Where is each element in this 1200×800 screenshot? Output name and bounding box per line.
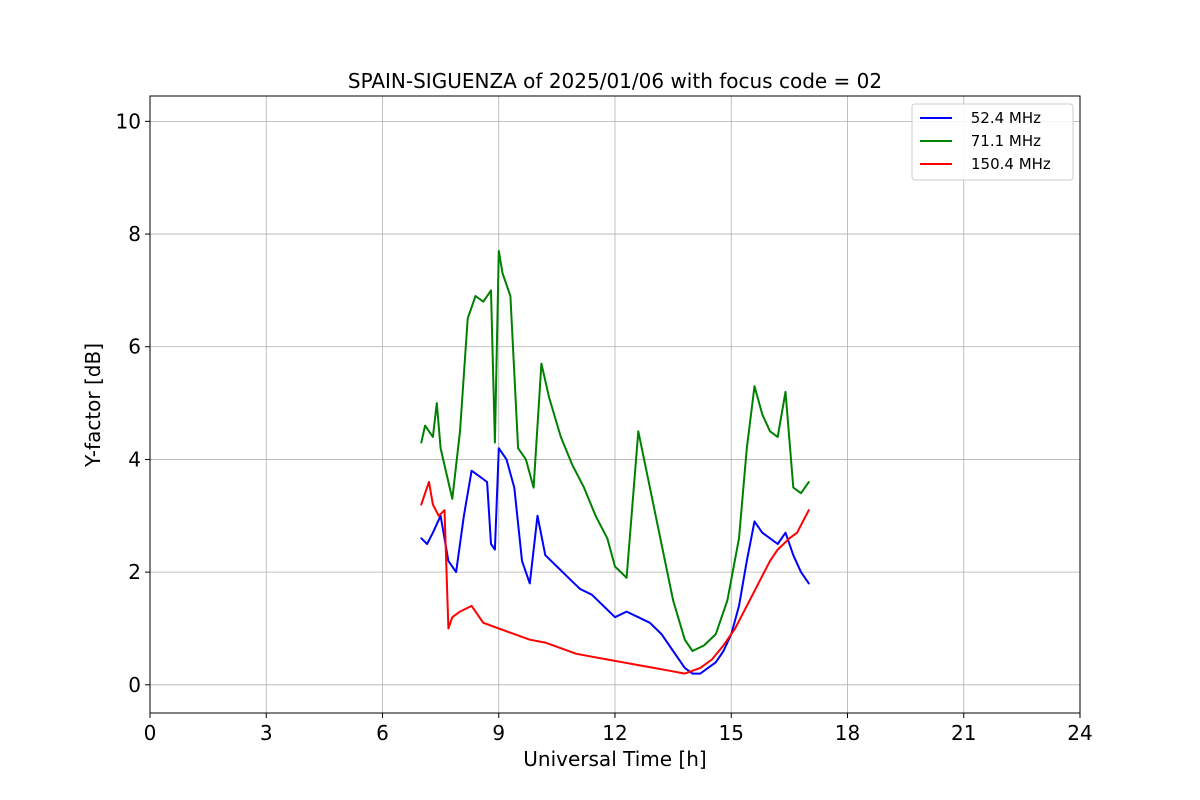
- series-line-71-1-mhz: [420, 250, 810, 652]
- y-tick-label: 2: [128, 560, 141, 584]
- y-axis-ticks: 0 2 4 6 8 10: [116, 109, 150, 697]
- y-axis-label: Y-factor [dB]: [81, 343, 105, 468]
- x-tick-label: 3: [260, 721, 273, 745]
- x-tick-label: 9: [492, 721, 505, 745]
- legend-label-150-4: 150.4 MHz: [971, 155, 1051, 173]
- x-tick-label: 24: [1067, 721, 1092, 745]
- series-layer: [420, 250, 810, 675]
- y-tick-label: 10: [116, 109, 141, 133]
- series-line-150-4-mhz: [420, 481, 810, 675]
- chart-title: SPAIN-SIGUENZA of 2025/01/06 with focus …: [348, 69, 882, 93]
- x-tick-label: 15: [719, 721, 744, 745]
- legend: 52.4 MHz 71.1 MHz 150.4 MHz: [911, 103, 1074, 181]
- x-tick-label: 21: [951, 721, 976, 745]
- y-tick-label: 4: [128, 447, 141, 471]
- y-tick-label: 0: [128, 673, 141, 697]
- y-tick-label: 8: [128, 222, 141, 246]
- x-axis-label: Universal Time [h]: [523, 747, 706, 771]
- x-tick-label: 6: [376, 721, 389, 745]
- y-tick-label: 6: [128, 335, 141, 359]
- legend-label-52-4: 52.4 MHz: [966, 109, 1041, 127]
- x-tick-label: 0: [144, 721, 157, 745]
- legend-label-71-1: 71.1 MHz: [966, 132, 1041, 150]
- x-axis-ticks: 0 3 6 9 12 15 18 21 24: [144, 713, 1093, 745]
- x-tick-label: 12: [602, 721, 627, 745]
- legend-box: [911, 103, 1074, 181]
- x-tick-label: 18: [835, 721, 860, 745]
- series-line-52-4-mhz: [420, 447, 810, 675]
